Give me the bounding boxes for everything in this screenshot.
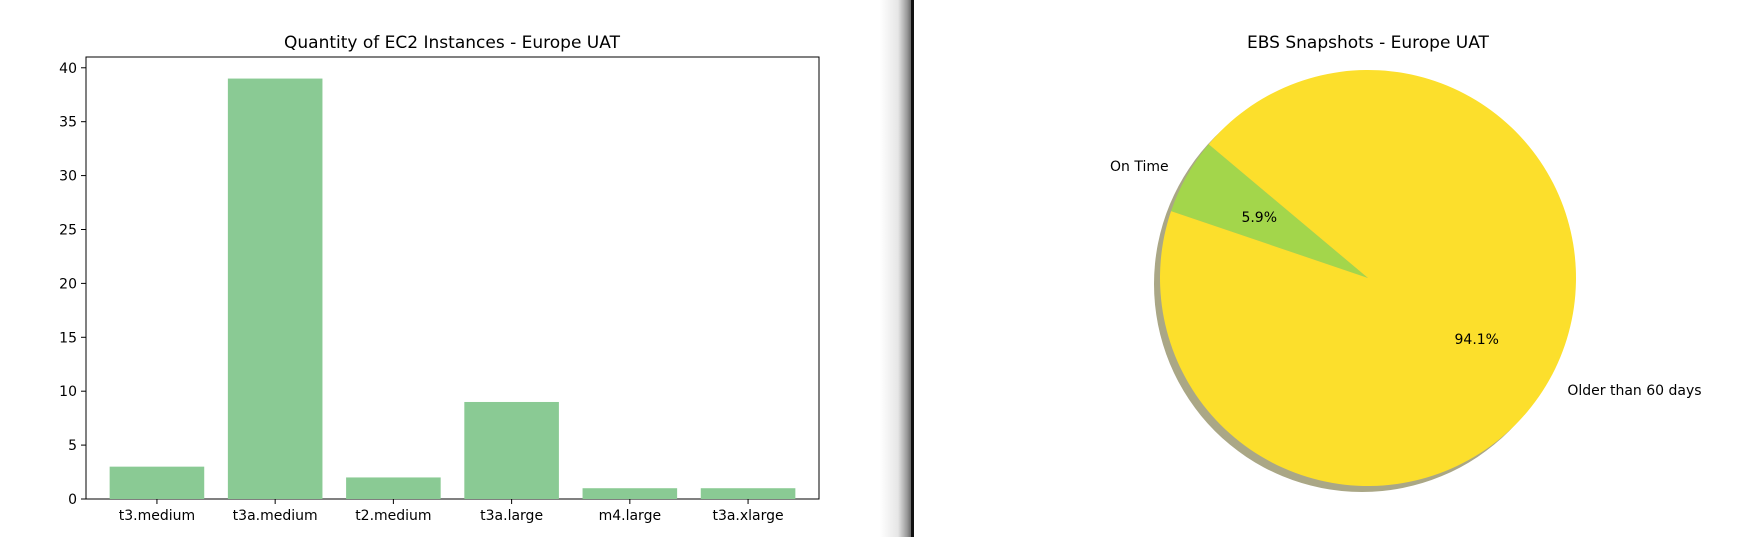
bar-t3a.large: [464, 401, 559, 499]
ec2-bar-chart: Quantity of EC2 Instances - Europe UAT 0…: [59, 33, 820, 524]
y-tick-label: 20: [59, 276, 77, 292]
bar-series: [109, 78, 796, 499]
pie-pct-label: 94.1%: [1455, 332, 1499, 348]
pie-slice-older-than-60-days: [1160, 70, 1576, 487]
pie-series: On Time 5.9% Older than 60 days 94.1%: [1110, 70, 1702, 492]
bar-t3.medium: [109, 466, 205, 499]
x-tick-label: m4.large: [599, 508, 661, 524]
y-tick-label: 40: [59, 61, 77, 77]
x-tick-label: t3a.large: [480, 508, 543, 524]
bar-plot-frame: [85, 56, 820, 500]
y-tick-label: 25: [59, 222, 77, 238]
x-tick-label: t3.medium: [119, 508, 195, 524]
ebs-panel: EBS Snapshots - Europe UAT On Time 5.9% Ol…: [914, 0, 1737, 537]
x-tick-label: t3a.medium: [233, 508, 318, 524]
x-tick-label: t3a.xlarge: [712, 508, 783, 524]
bar-chart-title: Quantity of EC2 Instances - Europe UAT: [284, 33, 621, 53]
x-tick-label: t2.medium: [355, 508, 431, 524]
y-tick-label: 15: [59, 330, 77, 346]
pie-chart-title: EBS Snapshots - Europe UAT: [1247, 33, 1490, 53]
y-tick-label: 10: [59, 384, 77, 400]
y-tick-label: 5: [68, 438, 77, 454]
y-tick-label: 35: [59, 115, 77, 131]
bar-t3a.medium: [227, 78, 323, 499]
bar-m4.large: [582, 488, 678, 499]
pie-label: On Time: [1110, 159, 1169, 175]
ebs-pie-chart: EBS Snapshots - Europe UAT On Time 5.9% Ol…: [1110, 33, 1702, 492]
panel-divider: [911, 0, 914, 537]
y-tick-label: 0: [68, 492, 77, 508]
pie-label: Older than 60 days: [1567, 383, 1701, 399]
ec2-panel: Quantity of EC2 Instances - Europe UAT 0…: [0, 0, 911, 537]
bar-t2.medium: [346, 477, 441, 499]
bar-y-axis: 0 5 10 15 20 25 30 35 40: [59, 61, 86, 508]
pie-slice-on-time: [1171, 144, 1368, 278]
y-tick-label: 30: [59, 169, 77, 185]
bar-x-axis: t3.medium t3a.medium t2.medium t3a.large m4.…: [119, 499, 784, 524]
bar-t3a.xlarge: [700, 488, 796, 499]
pie-pct-label: 5.9%: [1241, 210, 1277, 226]
